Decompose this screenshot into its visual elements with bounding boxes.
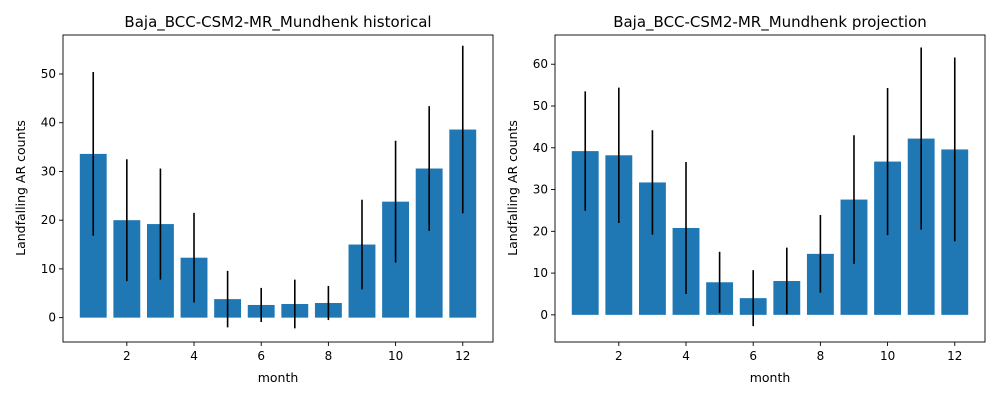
chart-title: Baja_BCC-CSM2-MR_Mundhenk historical (124, 13, 431, 32)
y-tick-label: 20 (533, 224, 548, 238)
axes-frame (554, 34, 986, 343)
plot-area: 2 4 6 8 10 12 0 10 20 30 40 50 (41, 34, 494, 363)
chart-title: Baja_BCC-CSM2-MR_Mundhenk projection (613, 13, 927, 32)
x-tick-label: 4 (682, 349, 690, 363)
plot-area: 2 4 6 8 10 12 0 10 20 30 40 50 60 (533, 34, 986, 363)
y-tick-label: 50 (41, 67, 56, 81)
x-tick-label: 12 (947, 349, 962, 363)
chart-projection: Baja_BCC-CSM2-MR_Mundhenk projection mon… (505, 13, 986, 385)
y-tick-label: 50 (533, 99, 548, 113)
x-tick-label: 10 (388, 349, 403, 363)
y-tick-label: 60 (533, 57, 548, 71)
y-tick-label: 0 (540, 308, 548, 322)
y-axis-label: Landfalling AR counts (13, 120, 28, 256)
x-tick-label: 8 (817, 349, 825, 363)
chart-historical: Baja_BCC-CSM2-MR_Mundhenk historical mon… (13, 13, 494, 385)
x-tick-label: 8 (325, 349, 333, 363)
x-tick-label: 12 (455, 349, 470, 363)
x-tick-label: 4 (190, 349, 198, 363)
y-tick-label: 20 (41, 213, 56, 227)
x-tick-label: 6 (257, 349, 265, 363)
axes-frame (62, 34, 494, 343)
y-tick-label: 40 (41, 116, 56, 130)
y-tick-label: 40 (533, 141, 548, 155)
y-tick-label: 30 (533, 183, 548, 197)
y-tick-label: 10 (41, 262, 56, 276)
x-axis-label: month (750, 370, 791, 385)
y-tick-label: 10 (533, 266, 548, 280)
y-tick-label: 30 (41, 164, 56, 178)
x-tick-label: 6 (749, 349, 757, 363)
x-axis-label: month (258, 370, 299, 385)
x-tick-label: 2 (615, 349, 623, 363)
x-tick-label: 10 (880, 349, 895, 363)
y-axis-label: Landfalling AR counts (505, 120, 520, 256)
x-tick-label: 2 (123, 349, 131, 363)
y-tick-label: 0 (48, 311, 56, 325)
